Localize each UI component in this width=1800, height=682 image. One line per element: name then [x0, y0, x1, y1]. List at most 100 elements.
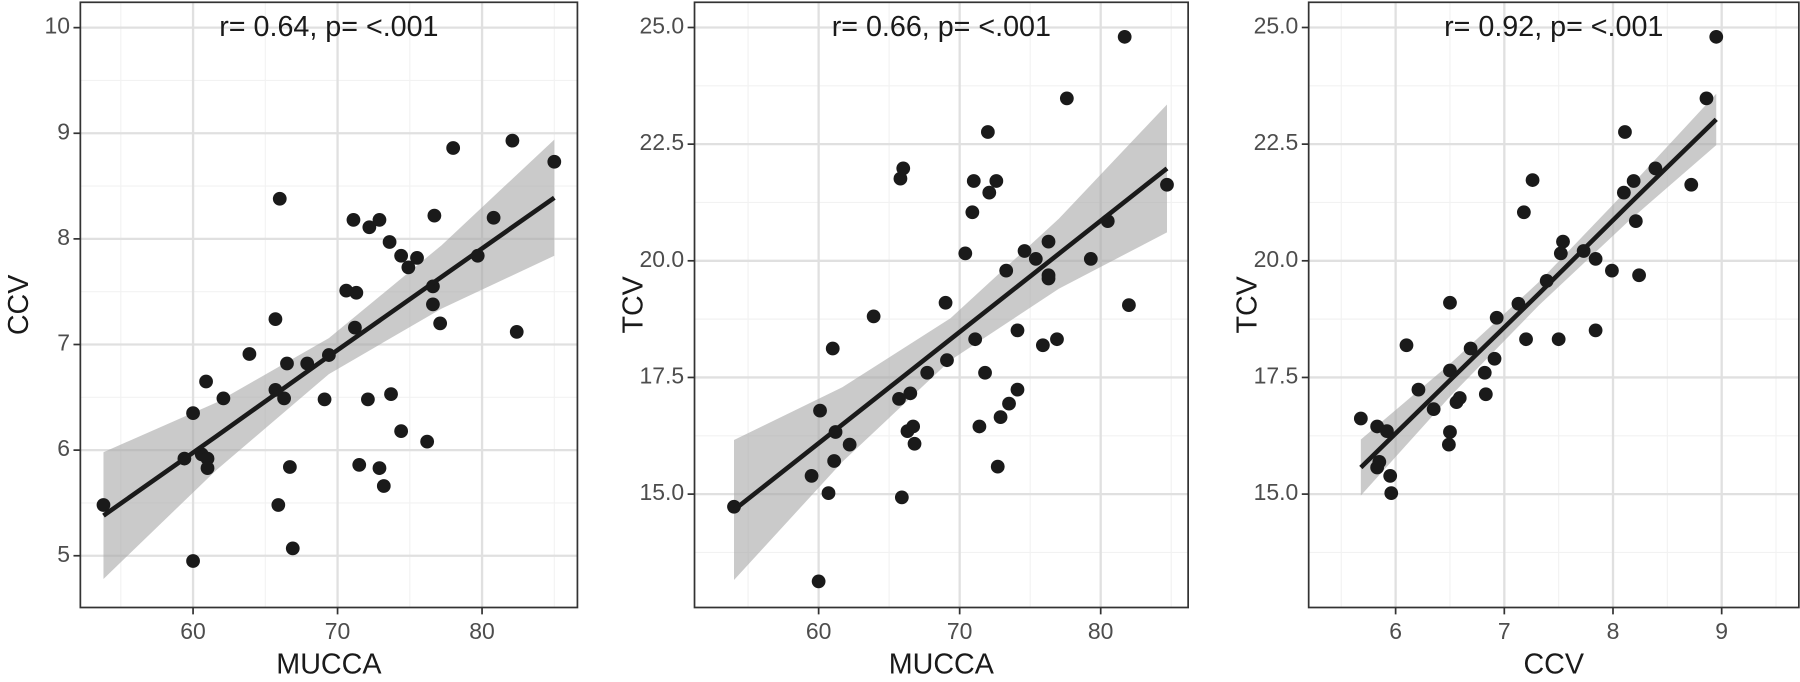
data-point [1383, 469, 1398, 483]
y-tick-label: 15.0 [1254, 479, 1299, 505]
data-point [372, 212, 387, 227]
y-tick-label: 20.0 [639, 246, 684, 272]
data-point [352, 458, 367, 472]
data-point [1516, 205, 1531, 220]
data-point [1553, 246, 1568, 261]
data-point [978, 365, 992, 380]
data-point [433, 316, 448, 331]
data-point [394, 248, 409, 263]
data-point [1017, 244, 1032, 258]
data-point [509, 324, 524, 339]
data-point [1010, 382, 1025, 397]
data-point [1487, 351, 1502, 366]
y-tick-label: 7 [57, 330, 70, 356]
data-point [827, 454, 842, 468]
data-point [272, 191, 287, 206]
data-point [186, 406, 200, 421]
data-point [1618, 125, 1632, 139]
data-point [394, 424, 409, 438]
regression-line [102, 195, 556, 518]
regression-line [1359, 117, 1718, 470]
data-point [906, 419, 921, 434]
data-point [1684, 177, 1699, 192]
data-point [200, 451, 215, 466]
data-point [1353, 411, 1368, 426]
plot-border [79, 1, 579, 609]
data-point [907, 436, 922, 451]
data-point [1556, 234, 1570, 249]
data-point [1588, 323, 1603, 338]
data-point [940, 353, 954, 368]
data-point [972, 419, 987, 434]
data-point [811, 574, 826, 589]
data-point [896, 161, 911, 176]
y-tick-label: 15.0 [639, 479, 684, 505]
y-tick-label: 22.5 [1254, 129, 1299, 155]
data-point [1441, 437, 1456, 452]
data-point [285, 541, 300, 556]
data-point [980, 125, 995, 139]
data-point [200, 461, 215, 475]
data-point [1443, 295, 1457, 310]
x-tick-label: 80 [469, 618, 495, 644]
data-point [1632, 268, 1646, 283]
data-point [1443, 425, 1457, 439]
data-point [1426, 402, 1441, 417]
data-point [1083, 252, 1098, 266]
y-tick-label: 22.5 [639, 129, 684, 155]
data-point [349, 285, 364, 300]
data-point [966, 174, 981, 188]
data-point [427, 208, 442, 223]
data-point [1551, 332, 1566, 347]
data-point [1399, 338, 1414, 353]
data-point [1699, 91, 1714, 106]
data-point [410, 251, 424, 265]
data-point [242, 347, 257, 361]
data-point [842, 437, 857, 452]
plot-border [693, 1, 1189, 609]
x-tick-label: 8 [1607, 618, 1620, 644]
data-point [1028, 252, 1043, 266]
data-point [547, 154, 562, 169]
data-point [999, 263, 1014, 278]
data-point [903, 386, 918, 401]
x-tick-label: 7 [1498, 618, 1511, 644]
annotation: r= 0.64, p= <.001 [219, 11, 438, 43]
data-point [446, 141, 461, 155]
x-axis-title: MUCCA [889, 649, 995, 681]
data-point [1411, 382, 1426, 397]
data-point [361, 392, 375, 407]
data-point [486, 210, 501, 225]
data-point [1605, 263, 1619, 278]
data-point [384, 387, 398, 402]
data-point [813, 403, 827, 418]
regression-line [732, 166, 1169, 512]
data-point [821, 486, 836, 501]
data-point [277, 391, 291, 406]
data-point [1588, 252, 1603, 266]
data-point [1035, 338, 1050, 353]
data-point [920, 365, 935, 380]
data-point [866, 309, 881, 324]
data-point [1477, 365, 1492, 380]
data-point [965, 205, 980, 220]
data-point [382, 235, 397, 249]
data-point [426, 297, 440, 312]
data-point [1370, 460, 1385, 475]
data-point [1628, 214, 1643, 229]
x-tick-label: 60 [806, 618, 832, 644]
data-point [199, 374, 213, 389]
data-point [420, 434, 435, 449]
data-point [1050, 332, 1064, 347]
data-point [1489, 310, 1504, 325]
data-point [804, 469, 819, 483]
data-point [894, 490, 909, 505]
y-axis-title: CCV [3, 275, 35, 335]
data-point [1616, 185, 1631, 200]
data-point [1002, 396, 1016, 411]
data-point [1478, 387, 1493, 402]
x-axis-title: MUCCA [276, 649, 382, 681]
plot-border [1307, 1, 1800, 609]
